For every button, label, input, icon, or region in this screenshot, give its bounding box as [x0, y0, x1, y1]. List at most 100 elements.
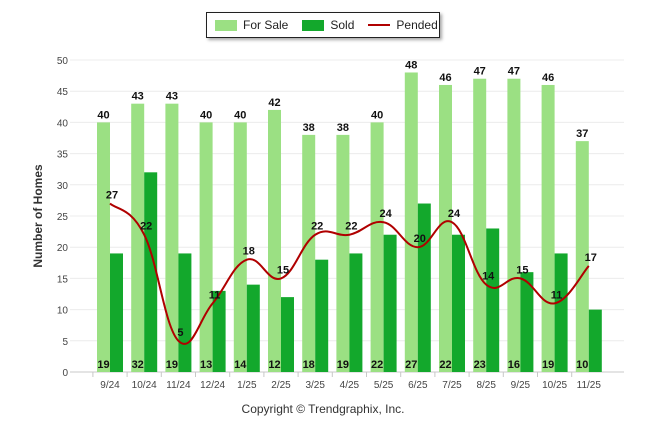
legend-item-sold: Sold	[302, 18, 354, 32]
y-tick-label: 50	[57, 56, 69, 67]
y-tick-label: 20	[57, 243, 69, 254]
x-tick-label: 8/25	[476, 380, 496, 391]
legend-swatch-for-sale	[215, 19, 237, 31]
bar-for-sale	[575, 141, 589, 372]
data-label-for-sale: 43	[166, 91, 178, 103]
data-label-sold: 22	[371, 359, 383, 371]
y-tick-label: 35	[57, 150, 69, 161]
data-label-pended: 22	[311, 221, 323, 233]
data-label-pended: 15	[516, 264, 528, 276]
y-tick-label: 0	[62, 368, 68, 379]
legend-swatch-sold	[302, 19, 325, 31]
data-label-sold: 14	[234, 359, 247, 371]
legend-label-sold: Sold	[330, 18, 355, 32]
x-tick-label: 3/25	[305, 380, 325, 391]
x-tick-label: 12/24	[200, 380, 225, 391]
bar-for-sale	[199, 122, 213, 373]
bar-sold	[486, 228, 500, 372]
copyright-footer: Copyright © Trendgraphix, Inc.	[241, 402, 405, 416]
data-label-pended: 27	[106, 190, 118, 202]
data-label-sold: 12	[268, 359, 280, 371]
legend-label-pended: Pended	[396, 18, 438, 32]
data-label-for-sale: 40	[97, 109, 109, 121]
data-label-pended: 5	[177, 327, 183, 339]
data-label-sold: 10	[576, 359, 588, 371]
bar-sold	[383, 234, 397, 372]
x-tick-label: 1/25	[237, 380, 257, 391]
data-label-sold: 32	[132, 359, 144, 371]
data-label-pended: 11	[209, 289, 221, 301]
data-label-sold: 19	[97, 359, 109, 371]
bar-sold	[144, 172, 158, 372]
data-label-for-sale: 37	[576, 128, 588, 140]
data-label-for-sale: 40	[200, 109, 212, 121]
bar-sold	[110, 253, 123, 372]
data-label-for-sale: 46	[542, 72, 554, 84]
y-tick-label: 15	[57, 274, 69, 285]
y-tick-label: 45	[57, 87, 69, 98]
bar-sold	[281, 297, 294, 372]
legend-label-for-sale: For Sale	[243, 18, 289, 32]
bar-sold	[588, 309, 602, 372]
bar-sold	[452, 234, 465, 372]
data-label-sold: 19	[166, 359, 178, 371]
x-tick-label: 6/25	[408, 380, 428, 391]
x-tick-label: 11/25	[577, 380, 602, 391]
x-tick-label: 5/25	[374, 380, 394, 391]
bar-for-sale	[404, 72, 418, 372]
bar-for-sale	[97, 122, 110, 373]
x-tick-label: 9/25	[511, 380, 531, 391]
x-tick-label: 9/24	[100, 380, 120, 391]
bar-for-sale	[439, 84, 452, 373]
y-tick-label: 25	[57, 212, 69, 223]
data-label-pended: 24	[379, 208, 392, 220]
line-pended	[109, 202, 590, 345]
x-tick-label: 10/24	[132, 380, 157, 391]
bar-for-sale	[131, 103, 145, 373]
data-label-sold: 23	[474, 359, 486, 371]
y-tick-label: 40	[57, 118, 69, 129]
bar-for-sale	[165, 103, 179, 373]
data-label-pended: 15	[277, 264, 289, 276]
data-label-pended: 14	[482, 271, 495, 283]
y-tick-label: 5	[62, 337, 68, 348]
data-label-sold: 19	[542, 359, 554, 371]
bar-sold	[349, 253, 363, 372]
data-label-pended: 18	[243, 246, 255, 258]
data-label-for-sale: 38	[337, 122, 349, 134]
x-tick-label: 11/24	[166, 380, 191, 391]
data-label-pended: 17	[585, 252, 597, 264]
data-label-sold: 16	[508, 359, 520, 371]
data-label-for-sale: 47	[474, 66, 486, 78]
data-label-for-sale: 40	[234, 109, 246, 121]
bar-sold	[520, 272, 534, 372]
bar-for-sale	[302, 134, 316, 372]
bar-for-sale	[507, 78, 521, 372]
data-label-for-sale: 42	[268, 97, 280, 109]
bar-sold	[315, 259, 329, 372]
legend: For Sale Sold Pended	[206, 12, 440, 38]
data-label-for-sale: 46	[439, 72, 451, 84]
x-tick-label: 4/25	[340, 380, 360, 391]
x-tick-label: 2/25	[271, 380, 291, 391]
bar-for-sale	[473, 78, 487, 372]
data-label-pended: 22	[345, 221, 357, 233]
bar-for-sale	[370, 122, 384, 373]
bar-for-sale	[336, 134, 350, 372]
y-tick-label: 30	[57, 181, 69, 192]
bar-for-sale	[268, 109, 281, 373]
data-label-sold: 27	[405, 359, 417, 371]
bar-sold	[178, 253, 192, 372]
data-label-sold: 18	[303, 359, 315, 371]
bar-sold	[417, 203, 431, 372]
legend-item-pended: Pended	[368, 18, 438, 32]
bar-sold	[246, 284, 260, 372]
legend-swatch-pended	[368, 24, 391, 26]
data-label-for-sale: 38	[303, 122, 315, 134]
bar-for-sale	[233, 122, 247, 373]
y-axis-title: Number of Homes	[31, 164, 45, 268]
data-label-pended: 11	[551, 289, 563, 301]
data-label-pended: 22	[140, 221, 152, 233]
y-tick-label: 10	[57, 306, 69, 317]
